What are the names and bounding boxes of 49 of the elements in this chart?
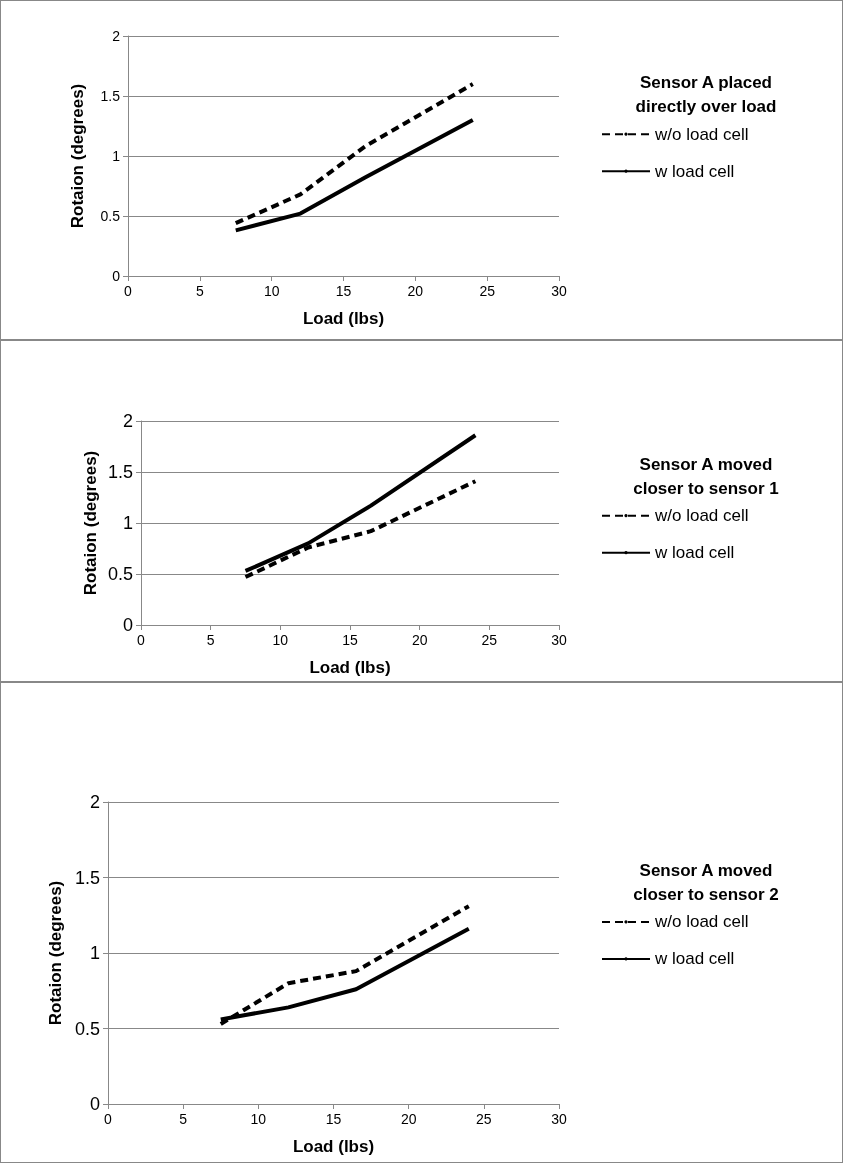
y-tick-label: 0 <box>122 615 133 635</box>
x-tick-label: 25 <box>481 632 498 648</box>
y-tick-label: 1.5 <box>100 88 121 104</box>
x-tick-label: 15 <box>342 632 358 648</box>
legend-label: w load cell <box>654 161 735 181</box>
legend-label: w/o load cell <box>654 124 749 144</box>
y-tick-label: 2 <box>112 28 121 44</box>
x-tick-label: 15 <box>335 283 352 299</box>
legend-label: w load cell <box>654 949 735 969</box>
x-tick-label: 20 <box>411 632 428 648</box>
y-tick-label: 0.5 <box>100 208 121 224</box>
x-tick-label: 5 <box>206 632 215 648</box>
y-tick-label: 1 <box>112 148 121 164</box>
x-tick-label: 20 <box>407 283 424 299</box>
x-tick-label: 5 <box>195 283 204 299</box>
x-tick-label: 30 <box>551 632 567 648</box>
y-tick-label: 1.5 <box>74 867 100 888</box>
legend-label: w/o load cell <box>654 506 749 526</box>
y-tick-label: 0.5 <box>107 564 133 584</box>
x-tick-label: 30 <box>551 283 567 299</box>
y-tick-label: 1.5 <box>107 462 133 482</box>
x-tick-label: 10 <box>250 1111 267 1127</box>
x-tick-label: 15 <box>325 1111 342 1127</box>
x-tick-label: 25 <box>479 283 496 299</box>
y-tick-label: 0 <box>89 1094 100 1114</box>
y-tick-label: 1 <box>89 943 100 963</box>
y-axis-title: Rotaion (degrees) <box>81 450 100 596</box>
y-axis-title: Rotaion (degrees) <box>46 880 66 1026</box>
y-tick-label: 0 <box>112 268 121 284</box>
x-axis-title: Load (lbs) <box>302 309 385 328</box>
x-tick-label: 30 <box>551 1111 567 1127</box>
x-tick-label: 25 <box>476 1111 492 1127</box>
y-axis-title: Rotaion (degrees) <box>68 83 87 229</box>
x-tick-label: 5 <box>179 1111 188 1127</box>
x-axis-title: Load (lbs) <box>292 1137 375 1156</box>
line-series <box>218 904 471 1026</box>
x-tick-label: 10 <box>263 283 280 299</box>
line-series <box>233 118 475 233</box>
line-series <box>233 82 475 226</box>
legend-label: w/o load cell <box>654 912 749 932</box>
x-tick-label: 10 <box>272 632 289 648</box>
y-tick-label: 1 <box>122 513 133 533</box>
x-axis-title: Load (lbs) <box>309 658 391 677</box>
legend-label: w load cell <box>654 543 735 563</box>
y-tick-label: 2 <box>89 792 100 812</box>
x-tick-label: 20 <box>400 1111 417 1127</box>
x-tick-label: 0 <box>137 632 146 648</box>
y-tick-label: 0.5 <box>74 1018 100 1039</box>
y-tick-label: 2 <box>122 411 133 431</box>
